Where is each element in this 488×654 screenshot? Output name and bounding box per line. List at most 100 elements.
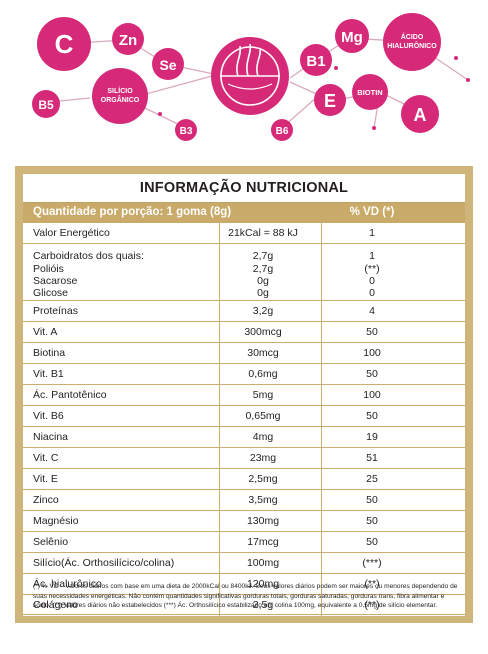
nutrient-name: Niacina: [33, 431, 69, 443]
sub-nutrient-amount: 2,7g: [252, 263, 274, 275]
nutrient-amount: 2,5g: [252, 599, 274, 611]
nutrient-subrow: Polióis 2,7g (**): [23, 263, 465, 276]
nutrient-amount: 30mcg: [247, 347, 279, 359]
nutrient-name: Carboidratos dos quais:: [33, 250, 144, 262]
nutrient-subrow: Sacarose 0g 0: [23, 275, 465, 288]
nutrient-row: Biotina 30mcg 100: [23, 343, 465, 364]
nutrient-row: Silício(Ác. Orthosilícico/colina) 100mg (*…: [23, 553, 465, 574]
nutrient-vd: 100: [363, 389, 381, 401]
table-header: Quantidade por porção: 1 goma (8g) % VD …: [23, 203, 465, 223]
nutrient-name: Biotina: [33, 347, 66, 359]
nutrient-name: Selênio: [33, 536, 69, 548]
nutrient-amount: 100mg: [246, 557, 280, 569]
sub-nutrient-vd: 0: [369, 275, 375, 287]
nutrient-vd: 100: [363, 347, 381, 359]
column-divider-1: [219, 222, 220, 616]
nutrient-vd: 50: [366, 410, 378, 422]
nutrient-vd: (**): [364, 599, 380, 611]
bubble-mg: Mg: [335, 19, 369, 53]
bubble-a-label: A: [414, 105, 427, 125]
nutrient-vd: 50: [366, 368, 378, 380]
nutrient-vd: 50: [366, 326, 378, 338]
nutrient-vd: 50: [366, 515, 378, 527]
bubble-zn: Zn: [112, 23, 144, 55]
bubble-b1-label: B1: [306, 53, 325, 70]
nutrient-name: Vit. A: [33, 326, 58, 338]
nutrient-vd: (**): [364, 578, 380, 590]
bubble-b6: B6: [271, 119, 293, 141]
nutrient-name: Vit. B6: [33, 410, 64, 422]
vd-header: % VD (*): [349, 206, 395, 218]
nutrient-row: Vit. B6 0,65mg 50: [23, 406, 465, 427]
bubble-silicio: SILÍCIO ORGÂNICO: [92, 68, 148, 124]
nutrient-name: Silício(Ác. Orthosilícico/colina): [33, 557, 175, 569]
bubble-b3-label: B3: [180, 126, 193, 137]
bubble-acido-line1: ÁCIDO: [401, 32, 424, 41]
nutrition-panel: INFORMAÇÃO NUTRICIONAL Quantidade por po…: [15, 166, 473, 623]
nutrient-name: Vit. E: [33, 473, 58, 485]
nutrient-row: Selênio 17mcg 50: [23, 532, 465, 553]
nutrient-row: Vit. E 2,5mg 25: [23, 469, 465, 490]
nutrient-name: Magnésio: [33, 515, 79, 527]
nutrient-rows: Valor Energético 21kCal = 88 kJ 1 Carboidra…: [23, 223, 465, 615]
panel-title: INFORMAÇÃO NUTRICIONAL: [23, 174, 465, 203]
sub-nutrient-amount: 0g: [257, 287, 269, 299]
sub-nutrient-amount: 0g: [257, 275, 269, 287]
nutrient-amount: 23mg: [249, 452, 277, 464]
bubble-acido-line2: HIALURÔNICO: [387, 41, 437, 50]
bubble-biotin-label: BIOTIN: [357, 88, 382, 97]
nutrient-vd: (***): [362, 557, 382, 569]
sub-nutrient-vd: (**): [364, 263, 380, 275]
ingredients-graphic: C Zn Se SILÍCIO ORGÂNICO B5 B3 B6: [32, 13, 470, 141]
nutrient-amount: 4mg: [252, 431, 274, 443]
nutrient-row: Magnésio 130mg 50: [23, 511, 465, 532]
nutrient-amount: 3,2g: [252, 305, 274, 317]
bubble-b3: B3: [175, 119, 197, 141]
hair-strands-icon: [211, 37, 289, 115]
nutrient-row: Vit. B1 0,6mg 50: [23, 364, 465, 385]
nutrient-vd: 1: [369, 250, 375, 262]
sub-nutrient-name: Sacarose: [33, 275, 78, 287]
nutrient-amount: 21kCal = 88 kJ: [228, 227, 298, 239]
bubble-zn-label: Zn: [119, 32, 137, 49]
nutrient-vd: 51: [366, 452, 378, 464]
nutrient-vd: 50: [366, 494, 378, 506]
bubble-se-label: Se: [159, 57, 176, 73]
nutrient-name: Zinco: [33, 494, 59, 506]
bubble-b1: B1: [300, 44, 332, 76]
column-divider-2: [321, 222, 322, 616]
bubble-e-label: E: [324, 91, 336, 111]
nutrient-amount: 5mg: [252, 389, 274, 401]
nutrient-row: Ác. Pantotênico 5mg 100: [23, 385, 465, 406]
nutrient-amount: 3,5mg: [248, 494, 278, 506]
nutrient-name: Vit. C: [33, 452, 59, 464]
nutrient-row: Zinco 3,5mg 50: [23, 490, 465, 511]
bubble-b5-label: B5: [38, 98, 54, 112]
bubble-b5: B5: [32, 90, 60, 118]
nutrient-name: Valor Energético: [33, 227, 110, 239]
nutrient-amount: 120mg: [246, 578, 280, 590]
nutrient-vd: 25: [366, 473, 378, 485]
bubble-mg-label: Mg: [341, 29, 363, 46]
portion-label: Quantidade por porção: 1 goma (8g): [33, 206, 232, 218]
footnote: (*) % VD – valores diários com base em u…: [33, 583, 458, 610]
bubble-silicio-line2: ORGÂNICO: [101, 95, 140, 104]
nutrient-row: Valor Energético 21kCal = 88 kJ 1: [23, 223, 465, 244]
nutrient-vd: 1: [369, 227, 375, 239]
nutrient-amount: 300mcg: [244, 326, 282, 338]
nutrition-table: INFORMAÇÃO NUTRICIONAL Quantidade por po…: [23, 174, 465, 616]
nutrient-name: Ác. hialurônico: [33, 578, 102, 590]
nutrient-name: Vit. B1: [33, 368, 64, 380]
nutrient-subrow: Glicose 0g 0: [23, 287, 465, 300]
nutrient-row: Carboidratos dos quais: 2,7g 1 Polióis 2,7g (…: [23, 244, 465, 301]
sub-nutrient-name: Glicose: [33, 287, 69, 299]
bubble-c-label: C: [55, 29, 74, 59]
bubble-a: A: [401, 95, 439, 133]
nutrient-vd: 50: [366, 536, 378, 548]
nutrient-vd: 4: [369, 305, 375, 317]
nutrient-row: Vit. A 300mcg 50: [23, 322, 465, 343]
nutrient-row: Proteínas 3,2g 4: [23, 301, 465, 322]
nutrient-row: Colágeno 2,5g (**): [23, 595, 465, 615]
bubble-silicio-line1: SILÍCIO: [107, 86, 133, 95]
nutrient-amount: 2,5mg: [248, 473, 278, 485]
